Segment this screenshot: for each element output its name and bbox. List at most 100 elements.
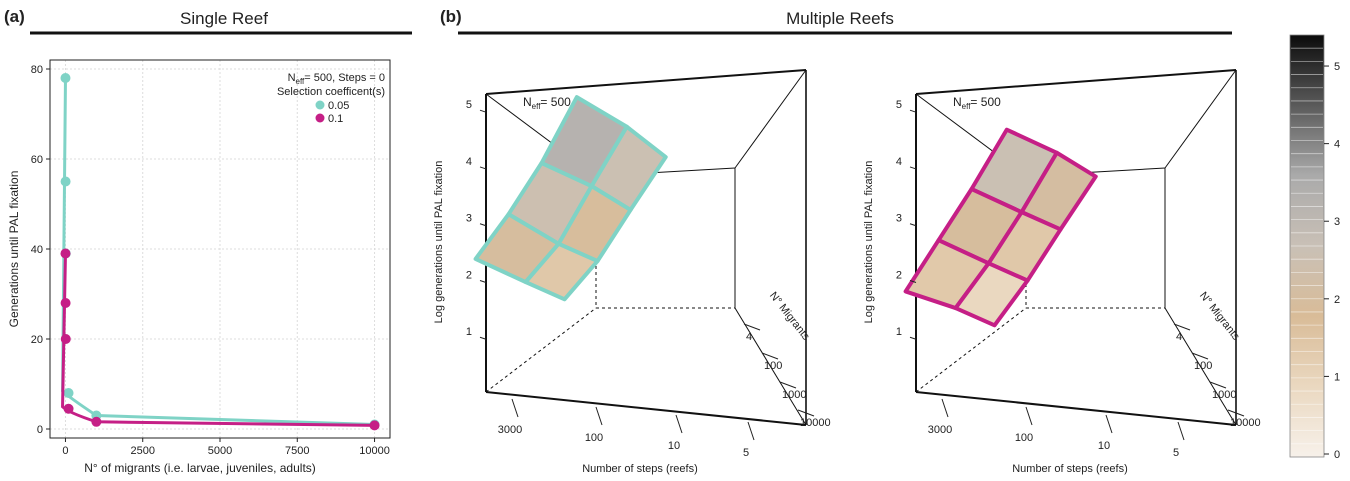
x-tick-label: 2500 [130,445,154,457]
neff-sub: eff [962,102,972,111]
surface-plot-0.05: 1 2 3 4 5 3000 100 10 5 4 100 1000 10000 Neff= 500… [433,69,831,475]
y-tick-label: 20 [31,334,43,346]
colorbar-tick-label: 3 [1334,216,1340,228]
z-tick-label: 1 [466,326,472,338]
y-ticks: 4 100 1000 10000 [1173,323,1261,429]
x-tick-label: 10 [668,440,680,452]
box-top-edge [915,69,1237,95]
z-ticks: 1 2 3 4 5 [466,99,487,340]
x-tick-label: 3000 [928,424,952,436]
z-tick-label: 5 [896,99,902,111]
panel-b-title: Multiple Reefs [786,9,894,28]
legend-header: Neff= 500, Steps = 0 [288,72,385,86]
x-tick-mark [1177,421,1185,441]
data-point-0.1 [60,334,71,344]
x-tick-label: 10 [1098,440,1110,452]
data-point-0.05 [60,176,71,187]
colorbar-tick-label: 5 [1334,61,1340,73]
x-tick-mark [675,414,683,434]
x-tick-label: 7500 [285,445,309,457]
z-tick-mark [479,109,487,113]
y-tick-mark [797,409,815,417]
z-tick-mark [909,166,917,170]
z-tick-label: 4 [466,156,472,168]
z-tick-mark [479,166,487,170]
neff-annotation: Neff= 500 [953,95,1001,111]
series-line-0.05 [61,77,375,426]
z-tick-mark [909,109,917,113]
z-tick-label: 1 [896,326,902,338]
y-tick-label: 100 [764,360,782,372]
surface-plot-0.1: 1 2 3 4 5 3000 100 10 5 4 100 1000 10000 Neff= 500… [863,69,1261,475]
y-tick-label: 4 [746,331,752,343]
x-tick-label: 100 [585,432,603,444]
panel-b-letter: (b) [440,7,462,26]
z-axis-label: Log generations until PAL fixation [863,161,875,324]
x-tick-mark [747,421,755,441]
panel-a-title: Single Reef [180,9,268,28]
data-point-0.1 [60,248,71,259]
neff-annotation: Neff= 500 [523,95,571,111]
x-ticks: 3000 100 10 5 [928,398,1185,459]
x-axis-label: Number of steps (reefs) [582,463,698,475]
x-tick-label: 5 [1173,447,1179,459]
colorbar-tick-label: 4 [1334,139,1340,151]
z-tick-label: 2 [466,269,472,281]
legend-title: Selection coefficent(s) [277,86,385,98]
x-axis-label: Number of steps (reefs) [1012,463,1128,475]
y-tick-label: 60 [31,154,43,166]
y-tick-mark [1191,352,1209,360]
x-tick-mark [1025,406,1033,426]
y-tick-label: 1000 [1212,389,1236,401]
neff-n: N [953,95,962,109]
y-tick-label: 10000 [1230,417,1261,429]
y-tick-mark [1209,381,1227,389]
box-bottom-edge [485,391,807,426]
y-tick-mark [1227,409,1245,417]
data-point-0.05 [63,388,74,398]
colorbar-bands [1291,47,1323,445]
x-tick-label: 0 [62,445,68,457]
y-ticks: 4 100 1000 10000 [743,323,831,429]
x-tick-label: 100 [1015,432,1033,444]
y-tick-mark [779,381,797,389]
panel-a-series [60,73,380,431]
colorbar-tick-label: 2 [1334,294,1340,306]
x-tick-mark [595,406,603,426]
z-tick-label: 3 [466,213,472,225]
panel-a-letter: (a) [4,7,25,26]
x-tick-label: 5000 [208,445,232,457]
z-tick-label: 5 [466,99,472,111]
y-tick-label: 0 [37,424,43,436]
x-ticks: 3000 100 10 5 [498,398,755,459]
legend-label-0.1: 0.1 [328,113,343,125]
z-tick-label: 4 [896,156,902,168]
y-tick-label: 100 [1194,360,1212,372]
panel-a-legend: Neff= 500, Steps = 0 Selection coefficen… [277,72,385,125]
z-tick-mark [909,280,917,283]
x-tick-label: 5 [743,447,749,459]
neff-sub: eff [532,102,542,111]
y-tick-label: 1000 [782,389,806,401]
data-point-0.1 [60,298,71,308]
y-tick-label: 80 [31,64,43,76]
z-tick-label: 2 [896,269,902,281]
neff-rest: = 500 [970,95,1001,109]
surface-facet [523,241,600,302]
legend-swatch-0.05 [315,100,325,110]
legend-label-0.05: 0.05 [328,100,349,112]
data-point-0.1 [63,403,74,414]
x-tick-mark [941,398,949,418]
box-back-edge-2 [1164,69,1237,169]
surface [473,95,668,302]
y-tick-label: 10000 [800,417,831,429]
y-tick-label: 40 [31,244,43,256]
surface [903,127,1098,328]
x-tick-mark [511,398,519,418]
neff-rest: = 500 [540,95,571,109]
box-back-edge-2 [734,69,807,169]
y-tick-label: 4 [1176,331,1182,343]
colorbar-tick-label: 1 [1334,371,1340,383]
z-tick-mark [479,280,487,283]
